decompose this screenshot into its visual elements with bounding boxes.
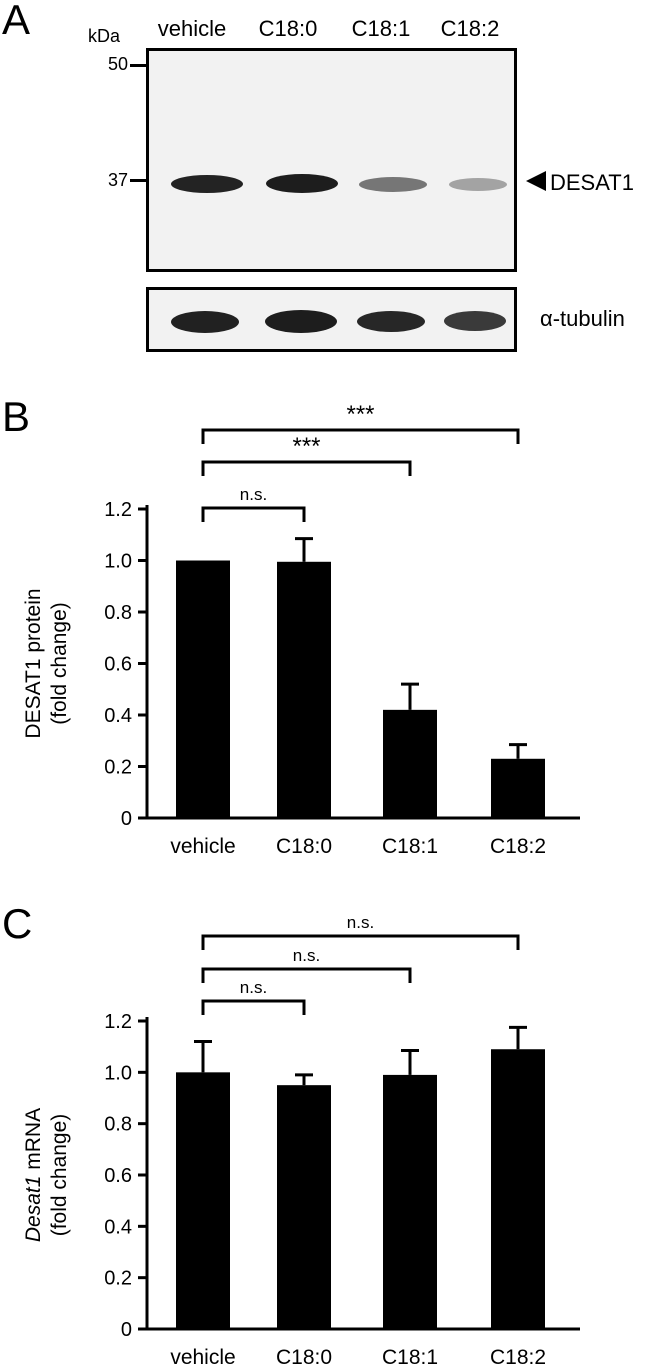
arrowhead-icon — [526, 171, 546, 191]
desat1-band-c18-0 — [266, 174, 338, 193]
y-tick-label: 0 — [121, 1319, 132, 1341]
y-tick-label: 1.0 — [104, 551, 132, 573]
x-tick-label: C18:2 — [490, 835, 546, 858]
y-tick-label: 0.6 — [104, 1165, 132, 1187]
significance-label: n.s. — [240, 978, 267, 997]
y-axis-label-line2: (fold change) — [48, 602, 71, 725]
desat1-blot — [146, 48, 517, 272]
bar-vehicle — [176, 560, 230, 818]
x-tick-label: vehicle — [170, 1346, 235, 1365]
bar-c18-2 — [491, 1049, 545, 1329]
blot-lane-label-vehicle: vehicle — [157, 16, 227, 41]
bracket-line — [201, 428, 520, 444]
chart-b-protein: 0 0.2 0.4 0.6 0.8 1.0 1.2 DESAT1 protein (fold c… — [22, 401, 580, 858]
y-tick-label: 1.0 — [104, 1062, 132, 1084]
bracket-line — [201, 460, 412, 476]
bracket-line — [201, 934, 520, 950]
blot-lane-label-c18-2: C18:2 — [440, 16, 500, 41]
y-tick-label: 1.2 — [104, 499, 132, 521]
tubulin-band-vehicle — [171, 311, 239, 333]
significance-label: n.s. — [293, 946, 320, 965]
significance-label: *** — [292, 433, 320, 460]
chart-c-mrna: 0 0.2 0.4 0.6 0.8 1.0 1.2 Desat1 mRNA (fold chan… — [22, 913, 580, 1365]
marker-50-tick — [130, 64, 146, 67]
bracket-line — [201, 999, 306, 1015]
y-axis-label-line1: Desat1 mRNA — [22, 1108, 45, 1242]
bar-c18-0 — [277, 561, 331, 818]
blot-lane-label-c18-1: C18:1 — [351, 16, 411, 41]
marker-37-label: 37 — [107, 170, 128, 190]
x-tick-label: vehicle — [170, 835, 235, 858]
y-tick-label: 0 — [121, 808, 132, 830]
marker-37-tick — [130, 179, 146, 182]
desat1-band-label: DESAT1 — [550, 170, 634, 195]
significance-label: n.s. — [240, 485, 267, 504]
x-tick-label: C18:1 — [382, 835, 438, 858]
bracket-line — [201, 967, 412, 983]
tubulin-band-c18-2 — [444, 311, 506, 331]
significance-bracket: *** — [201, 433, 412, 476]
y-tick-label: 0.8 — [104, 1114, 132, 1136]
bar-c18-1 — [383, 1074, 437, 1329]
y-tick-label: 1.2 — [104, 1011, 132, 1033]
panel-c-letter: C — [2, 900, 33, 947]
desat1-band-vehicle — [171, 175, 243, 193]
bar-c18-0 — [277, 1085, 331, 1329]
y-tick-label: 0.4 — [104, 1216, 132, 1238]
y-tick-label: 0.4 — [104, 705, 132, 727]
significance-bracket: n.s. — [201, 946, 412, 983]
y-tick-label: 0.2 — [104, 1268, 132, 1290]
panel-b-letter: B — [2, 393, 31, 440]
y-tick-label: 0.8 — [104, 602, 132, 624]
significance-bracket: n.s. — [201, 913, 520, 950]
bar-c18-1 — [383, 709, 437, 818]
marker-50-label: 50 — [107, 54, 128, 74]
significance-bracket: n.s. — [201, 485, 306, 522]
panel-a-letter: A — [2, 0, 31, 43]
tubulin-blot — [146, 287, 517, 352]
bar-vehicle — [176, 1072, 230, 1329]
kda-unit-label: kDa — [88, 26, 121, 46]
significance-label: *** — [346, 401, 374, 428]
x-tick-label: C18:0 — [276, 1346, 332, 1365]
desat1-band-c18-2 — [449, 178, 507, 191]
desat1-band-c18-1 — [359, 177, 427, 192]
y-axis-label-line1: DESAT1 protein — [22, 588, 45, 738]
y-tick-label: 0.6 — [104, 654, 132, 676]
significance-bracket: *** — [201, 401, 520, 444]
significance-bracket: n.s. — [201, 978, 306, 1015]
blot-lane-label-c18-0: C18:0 — [258, 16, 318, 41]
tubulin-band-label: α-tubulin — [540, 306, 625, 331]
x-tick-label: C18:0 — [276, 835, 332, 858]
bracket-line — [201, 506, 306, 522]
tubulin-band-c18-1 — [357, 311, 425, 332]
tubulin-band-c18-0 — [265, 310, 337, 333]
x-tick-label: C18:1 — [382, 1346, 438, 1365]
significance-label: n.s. — [347, 913, 374, 932]
y-tick-label: 0.2 — [104, 757, 132, 779]
x-tick-label: C18:2 — [490, 1346, 546, 1365]
y-axis-label-line2: (fold change) — [48, 1114, 71, 1237]
bar-c18-2 — [491, 758, 545, 818]
